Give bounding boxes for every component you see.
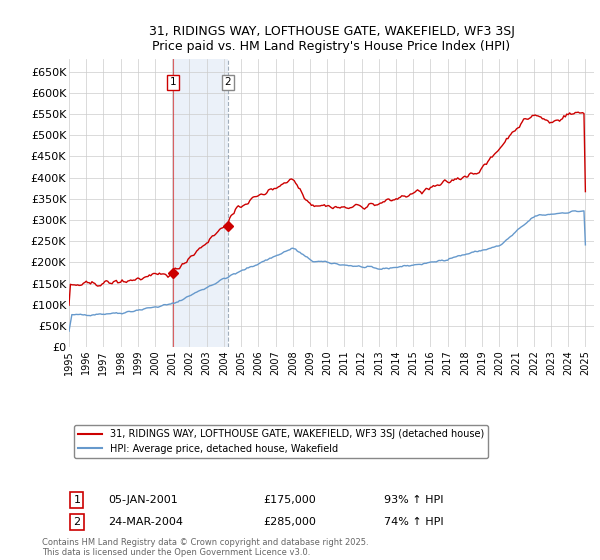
Legend: 31, RIDINGS WAY, LOFTHOUSE GATE, WAKEFIELD, WF3 3SJ (detached house), HPI: Avera: 31, RIDINGS WAY, LOFTHOUSE GATE, WAKEFIE… xyxy=(74,425,488,458)
Text: 1: 1 xyxy=(170,77,176,87)
Text: 74% ↑ HPI: 74% ↑ HPI xyxy=(384,517,443,527)
Text: 2: 2 xyxy=(224,77,231,87)
Text: 1: 1 xyxy=(73,495,80,505)
Bar xyxy=(173,59,228,347)
Text: £175,000: £175,000 xyxy=(263,495,316,505)
Text: 05-JAN-2001: 05-JAN-2001 xyxy=(109,495,178,505)
Text: 24-MAR-2004: 24-MAR-2004 xyxy=(109,517,184,527)
Text: Contains HM Land Registry data © Crown copyright and database right 2025.
This d: Contains HM Land Registry data © Crown c… xyxy=(42,538,368,557)
Text: £285,000: £285,000 xyxy=(263,517,316,527)
Text: 93% ↑ HPI: 93% ↑ HPI xyxy=(384,495,443,505)
Text: 2: 2 xyxy=(73,517,80,527)
Title: 31, RIDINGS WAY, LOFTHOUSE GATE, WAKEFIELD, WF3 3SJ
Price paid vs. HM Land Regis: 31, RIDINGS WAY, LOFTHOUSE GATE, WAKEFIE… xyxy=(149,25,514,53)
